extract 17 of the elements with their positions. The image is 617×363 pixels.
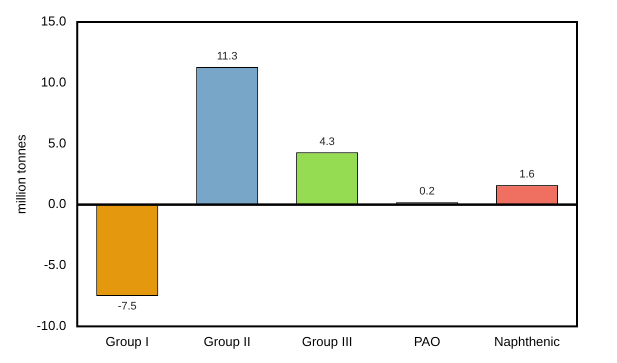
data-label: -7.5 <box>118 300 137 312</box>
y-tick-label: 0.0 <box>48 196 66 212</box>
x-tick-label: Naphthenic <box>494 334 560 349</box>
x-tick-label: Group I <box>106 334 149 349</box>
x-tick-label: PAO <box>414 334 440 349</box>
y-tick-label: 10.0 <box>40 74 66 90</box>
y-tick-label: -5.0 <box>44 257 66 272</box>
data-label: 4.3 <box>319 136 335 148</box>
y-axis-title: million tonnes <box>13 134 28 214</box>
x-tick-label: Group II <box>204 334 251 349</box>
x-tick-label: Group III <box>302 334 352 349</box>
data-label: 11.3 <box>216 50 238 63</box>
data-label: 1.6 <box>519 168 535 181</box>
y-tick-label: -10.0 <box>36 318 66 333</box>
y-tick-label: 15.0 <box>40 14 66 29</box>
y-tick-label: 5.0 <box>48 135 66 150</box>
data-label: 0.2 <box>419 186 435 198</box>
